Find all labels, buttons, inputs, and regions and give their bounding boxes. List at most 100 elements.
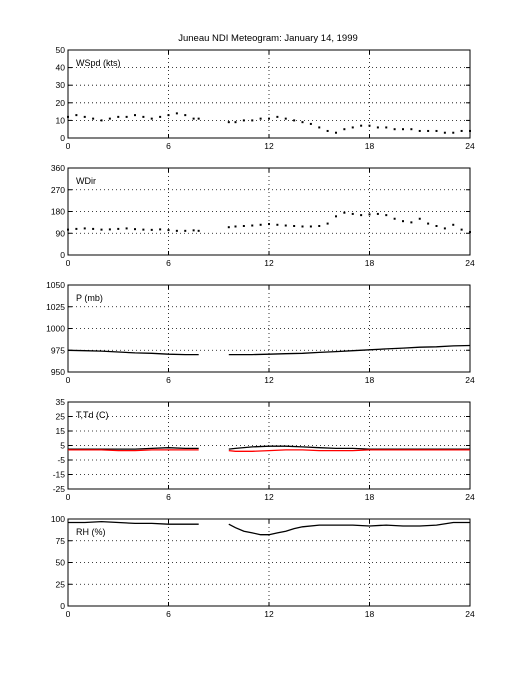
panel-label: P (mb)	[76, 293, 103, 303]
data-point	[393, 128, 396, 131]
data-point	[100, 119, 103, 122]
data-point	[108, 117, 111, 120]
data-point	[452, 223, 455, 226]
data-point	[117, 115, 120, 118]
y-tick-label: 30	[56, 80, 66, 90]
data-point	[197, 117, 200, 120]
data-point	[159, 115, 162, 118]
data-point	[360, 214, 363, 217]
x-tick-label: 24	[465, 492, 475, 502]
x-tick-label: 24	[465, 375, 475, 385]
x-tick-label: 18	[365, 141, 375, 151]
data-point	[418, 217, 421, 220]
y-tick-label: 25	[56, 412, 66, 422]
data-point	[326, 129, 329, 132]
data-point	[368, 124, 371, 127]
x-tick-label: 24	[465, 609, 475, 619]
data-point	[108, 228, 111, 231]
data-point	[234, 225, 237, 228]
data-point	[335, 215, 337, 218]
panel-label: WSpd (kts)	[76, 58, 121, 68]
y-tick-label: 5	[60, 441, 65, 451]
data-point	[343, 128, 346, 131]
y-tick-label: 90	[56, 228, 66, 238]
panel-label: WDir	[76, 176, 96, 186]
data-point	[175, 229, 178, 232]
y-tick-label: 100	[51, 514, 65, 524]
data-point	[92, 117, 95, 120]
data-point	[443, 227, 446, 230]
data-point	[117, 227, 120, 230]
data-point	[134, 228, 136, 231]
x-tick-label: 18	[365, 375, 375, 385]
data-point	[318, 126, 321, 129]
data-point	[251, 224, 254, 227]
data-point	[402, 128, 404, 131]
data-point	[343, 211, 346, 214]
x-tick-label: 6	[166, 609, 171, 619]
y-tick-label: 0	[60, 601, 65, 611]
x-tick-label: 18	[365, 609, 375, 619]
data-point	[276, 223, 279, 226]
data-point	[251, 119, 254, 122]
x-tick-label: 12	[264, 492, 274, 502]
data-point	[351, 212, 354, 215]
data-point	[142, 115, 145, 118]
data-point	[335, 131, 337, 134]
y-tick-label: 950	[51, 367, 65, 377]
data-point	[67, 228, 69, 231]
data-point	[227, 226, 230, 229]
data-point	[410, 128, 413, 131]
x-tick-label: 6	[166, 375, 171, 385]
data-point	[83, 115, 86, 118]
data-point	[268, 223, 270, 226]
y-tick-label: -25	[53, 484, 66, 494]
data-point	[227, 121, 230, 124]
y-tick-label: 180	[51, 207, 65, 217]
series-line-0-segment-1	[228, 445, 470, 450]
data-point	[443, 131, 446, 134]
x-tick-label: 0	[66, 492, 71, 502]
series-line-0-segment-1	[228, 521, 470, 536]
data-point	[184, 229, 187, 232]
x-tick-label: 24	[465, 141, 475, 151]
data-point	[167, 229, 170, 232]
x-tick-label: 12	[264, 258, 274, 268]
data-point	[276, 115, 279, 118]
panel-label: T,Td (C)	[76, 410, 109, 420]
figure-title: Juneau NDI Meteogram: January 14, 1999	[178, 33, 358, 44]
data-point	[192, 117, 195, 120]
data-point	[242, 119, 245, 122]
data-point	[242, 225, 245, 227]
data-point	[197, 229, 200, 232]
data-point	[142, 228, 145, 231]
data-point	[360, 124, 363, 127]
x-tick-label: 0	[66, 141, 71, 151]
data-point	[125, 227, 128, 230]
data-point	[159, 228, 162, 231]
y-tick-label: 35	[56, 397, 66, 407]
data-point	[368, 213, 371, 216]
data-point	[234, 121, 237, 124]
data-point	[309, 122, 312, 125]
y-tick-label: 50	[56, 558, 66, 568]
x-tick-label: 24	[465, 258, 475, 268]
data-point	[192, 229, 195, 232]
data-point	[393, 217, 396, 220]
data-point	[67, 115, 69, 118]
data-point	[318, 225, 321, 227]
series-line-0-segment-0	[68, 447, 199, 450]
y-tick-label: -5	[57, 455, 65, 465]
data-point	[167, 114, 170, 117]
x-tick-label: 18	[365, 492, 375, 502]
x-tick-label: 18	[365, 258, 375, 268]
data-point	[293, 119, 296, 122]
data-point	[309, 225, 312, 228]
y-tick-label: 270	[51, 185, 65, 195]
y-tick-label: 50	[56, 45, 66, 55]
panel-t-td-c: -25 -15 -5 5 15 25 35 0 6 12 18 24 T,Td (C)	[53, 397, 475, 502]
x-tick-label: 12	[264, 375, 274, 385]
x-tick-label: 6	[166, 492, 171, 502]
